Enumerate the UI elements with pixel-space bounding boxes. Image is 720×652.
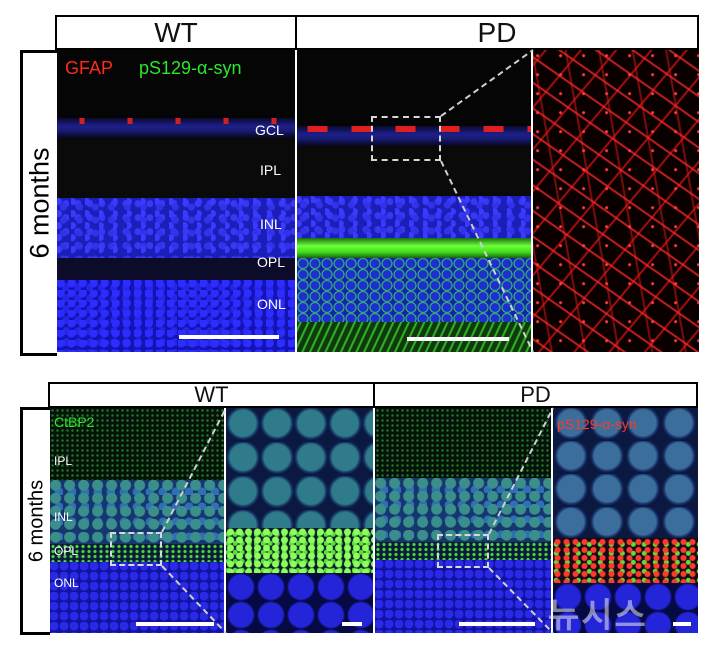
top-zoom-guides [440, 49, 534, 353]
top-stain-gfap: GFAP [65, 58, 114, 78]
bottom-header-wt: WT [48, 382, 375, 408]
top-pd-scale-bar [407, 337, 509, 341]
layer-label-opl: OPL [257, 254, 286, 270]
bottom-wt-zoom-panel [226, 408, 373, 633]
top-header-wt: WT [55, 15, 297, 50]
top-pd-panel [297, 50, 531, 352]
bottom-header-pd: PD [373, 382, 698, 408]
layer-label-gcl: GCL [255, 122, 284, 138]
bottom-wt-zoom-box [110, 532, 162, 566]
top-stain-syn: pS129-α-syn [139, 58, 242, 78]
top-gfap-zoom-panel [533, 50, 699, 352]
layer-label-ipl: IPL [260, 162, 282, 178]
bottom-layer-label-onl: ONL [54, 576, 79, 590]
bottom-pd-zoom-panel: pS129-α-syn [553, 408, 698, 633]
bottom-layer-label-ipl: IPL [54, 454, 73, 468]
top-side-label-box: 6 months [20, 50, 57, 356]
bottom-pd-panel [375, 408, 551, 633]
top-wt-scale-bar [179, 335, 279, 339]
bottom-zoom-guides [161, 407, 554, 634]
top-zoom-box [371, 116, 441, 161]
top-header-pd-label: PD [477, 16, 517, 48]
bottom-pd-scale-bar [459, 622, 535, 626]
top-header-pd: PD [295, 15, 699, 50]
layer-label-inl: INL [260, 216, 282, 232]
layer-label-onl: ONL [257, 296, 286, 312]
bottom-wt-panel: CtBP2 IPL INL OPL ONL [50, 408, 224, 633]
top-wt-panel: GFAP pS129-α-syn GCL IPL INL OPL ONL [57, 50, 295, 352]
watermark-logo: 뉴시스 [548, 588, 648, 637]
bottom-header-pd-label: PD [520, 382, 551, 407]
bottom-side-label-box: 6 months [20, 407, 50, 635]
top-header-wt-label: WT [154, 16, 198, 48]
bottom-stain-syn: pS129-α-syn [557, 416, 637, 432]
bottom-pd-zoom-scale-bar [673, 622, 691, 626]
bottom-wt-zoom-scale-bar [342, 622, 362, 626]
bottom-layer-label-inl: INL [54, 510, 73, 524]
watermark-text: 뉴시스 [548, 597, 648, 635]
bottom-stain-ctbp2: CtBP2 [54, 414, 95, 430]
bottom-pd-zoom-box [437, 534, 489, 568]
bottom-header-wt-label: WT [194, 382, 229, 407]
bottom-wt-scale-bar [136, 622, 214, 626]
bottom-layer-label-opl: OPL [54, 544, 79, 558]
